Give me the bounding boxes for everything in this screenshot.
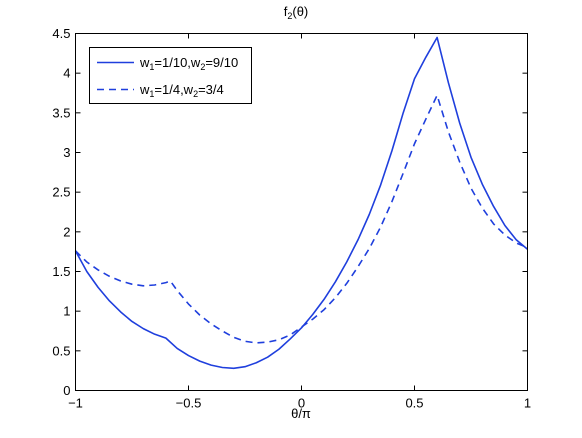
x-axis-label: θ/π — [291, 406, 311, 421]
y-tick-label: 3.5 — [52, 105, 70, 120]
x-tick-label: 1 — [524, 396, 531, 411]
series-line-solid — [74, 36, 529, 370]
legend-2-val2: =3/4 — [198, 82, 224, 97]
series-line-dashed — [74, 94, 528, 344]
series-layer — [74, 36, 529, 370]
legend-1-val1: =1/10,w — [154, 55, 201, 70]
legend-2-sub2: 2 — [193, 89, 198, 99]
chart-title-subscript: 2 — [287, 11, 292, 21]
legend-box — [89, 47, 252, 104]
legend-2-sub1: 1 — [149, 89, 154, 99]
legend-2-w1: w — [139, 82, 150, 97]
y-tick-label: 1 — [63, 304, 70, 319]
y-tick-label: 0 — [63, 383, 70, 398]
legend-label-2: w1=1/4,w2=3/4 — [139, 82, 224, 99]
x-tick-label: −0.5 — [176, 396, 202, 411]
chart-title-rest: (θ) — [292, 4, 308, 19]
x-tick-labels: −1 −0.5 0 0.5 1 — [68, 396, 531, 411]
y-tick-label: 3 — [63, 145, 70, 160]
y-tick-label: 0.5 — [52, 343, 70, 358]
y-tick-labels: 0 0.5 1 1.5 2 2.5 3 3.5 4 4.5 — [52, 26, 70, 398]
y-tick-label: 2.5 — [52, 185, 70, 200]
y-tick-label: 1.5 — [52, 264, 70, 279]
y-tick-label: 2 — [63, 224, 70, 239]
legend-1-val2: =9/10 — [205, 55, 238, 70]
chart-title-base: f — [284, 4, 288, 19]
legend-1-sub1: 1 — [149, 62, 154, 72]
legend-2-val1: =1/4,w — [154, 82, 193, 97]
y-tick-label: 4 — [63, 66, 70, 81]
y-tick-label: 4.5 — [52, 26, 70, 41]
chart-title: f2(θ) — [284, 4, 309, 21]
x-tick-label: 0.5 — [405, 396, 423, 411]
x-tick-label: 0 — [298, 396, 305, 411]
legend-label-1: w1=1/10,w2=9/10 — [139, 55, 238, 72]
x-tick-label: −1 — [68, 396, 83, 411]
plot-frame — [75, 33, 528, 391]
legend-1-sub2: 2 — [200, 62, 205, 72]
legend-1-w1: w — [139, 55, 150, 70]
legend: w1=1/10,w2=9/10 w1=1/4,w2=3/4 — [89, 47, 252, 104]
